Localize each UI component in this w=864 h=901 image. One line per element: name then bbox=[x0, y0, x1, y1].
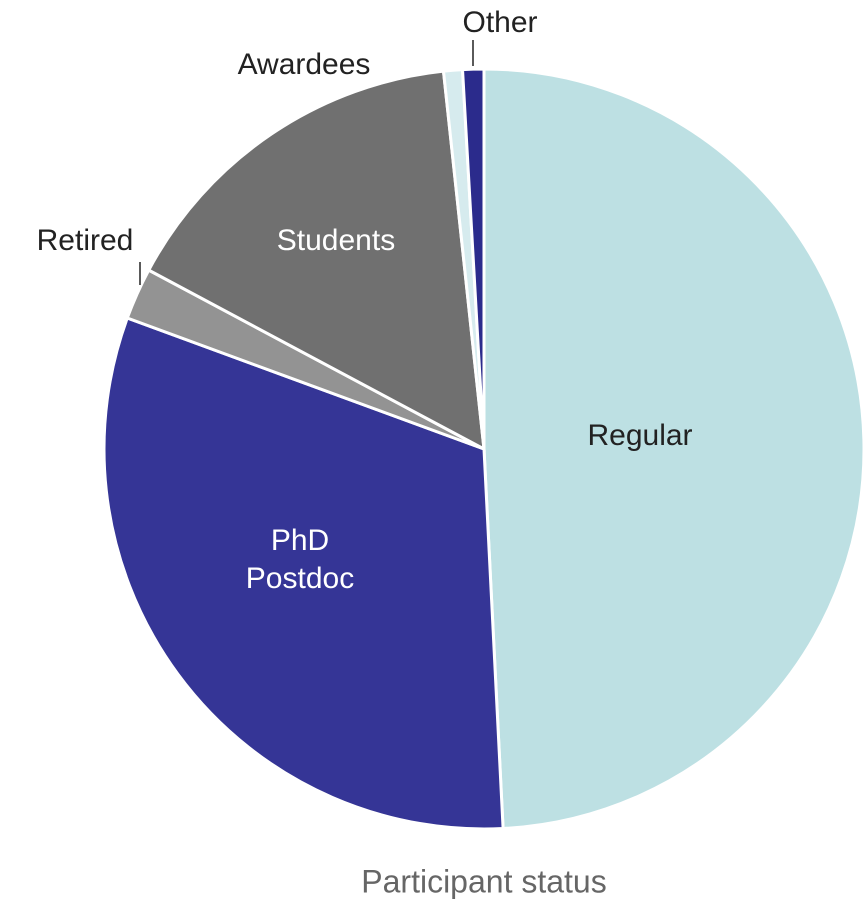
slice-label: Awardees bbox=[238, 48, 371, 81]
pie-slice bbox=[460, 67, 486, 450]
chart-title: Participant status bbox=[361, 863, 606, 899]
pie-slice bbox=[102, 316, 505, 831]
slice-label: Retired bbox=[37, 224, 134, 257]
slice-label: Other bbox=[462, 6, 537, 39]
slice-label: Regular bbox=[587, 419, 692, 452]
pie-slice bbox=[146, 69, 486, 452]
slice-label: Students bbox=[277, 224, 395, 257]
slice-label: PhD Postdoc bbox=[245, 524, 355, 595]
